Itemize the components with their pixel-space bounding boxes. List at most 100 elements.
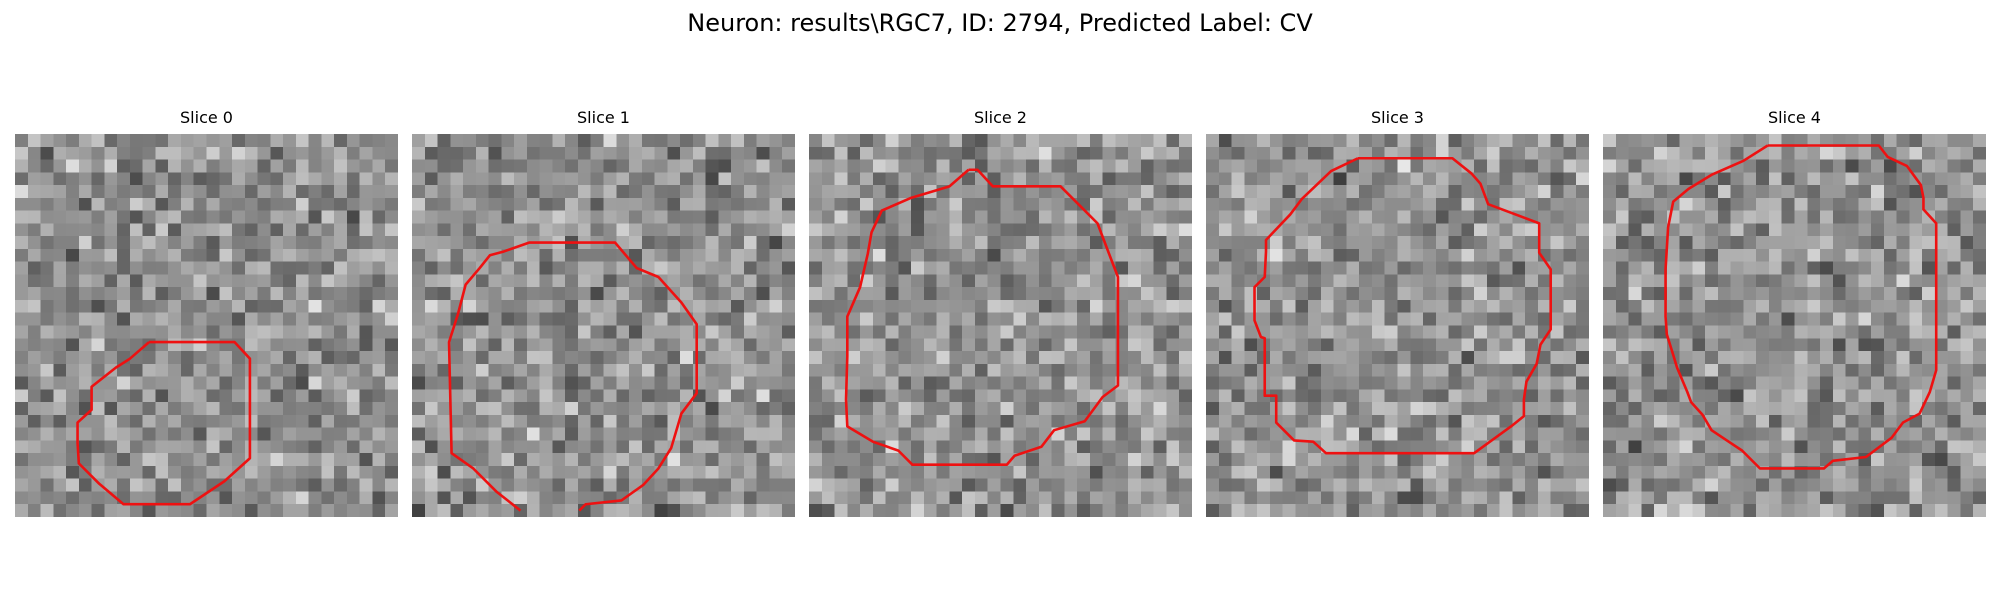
pixel [142,389,156,403]
pixel [1064,440,1078,454]
pixel [1474,338,1488,352]
slice-panel-4: Slice 4 [1603,108,1986,517]
pixel [1244,440,1258,454]
pixel [1231,236,1245,250]
pixel [1308,351,1322,365]
pixel [66,197,80,211]
pixel [1435,504,1449,517]
pixel [40,376,54,390]
pixel [1705,491,1719,505]
pixel [488,338,502,352]
pixel [1960,223,1974,237]
pixel [142,134,156,148]
pixel [501,491,515,505]
pixel [129,223,143,237]
pixel [1512,427,1526,441]
pixel [667,312,681,326]
pixel [1397,504,1411,517]
pixel [1089,159,1103,173]
pixel [1922,363,1936,377]
pixel [705,465,719,479]
pixel [1641,287,1655,301]
pixel [1960,389,1974,403]
pixel [412,274,426,288]
pixel [1051,465,1065,479]
pixel [1537,491,1551,505]
pixel [1730,261,1744,275]
pixel [1820,351,1834,365]
pixel [923,504,937,517]
pixel [616,414,630,428]
pixel [1077,261,1091,275]
pixel [1077,478,1091,492]
pixel [1603,478,1617,492]
pixel [1128,274,1142,288]
pixel [1051,299,1065,313]
pixel [898,453,912,467]
pixel [756,338,770,352]
pixel [590,185,604,199]
pixel [1499,146,1513,160]
pixel [1641,274,1655,288]
pixel [168,248,182,262]
pixel [1166,491,1180,505]
pixel [1512,274,1526,288]
pixel [1960,210,1974,224]
pixel [257,236,271,250]
pixel [1679,427,1693,441]
pixel [1615,185,1629,199]
pixel [501,478,515,492]
pixel [1282,261,1296,275]
pixel [437,236,451,250]
pixel [987,210,1001,224]
pixel [168,299,182,313]
pixel [756,325,770,339]
pixel [1717,261,1731,275]
pixel [1089,146,1103,160]
pixel [488,185,502,199]
pixel [821,325,835,339]
pixel [1308,376,1322,390]
pixel [424,363,438,377]
pixel [1934,223,1948,237]
pixel [1038,325,1052,339]
pixel [834,478,848,492]
pixel [1832,312,1846,326]
pixel [1947,210,1961,224]
pixel [680,465,694,479]
pixel [1448,478,1462,492]
pixel [1537,389,1551,403]
pixel [898,427,912,441]
pixel [244,134,258,148]
pixel [1832,504,1846,517]
pixel [1269,440,1283,454]
pixel [1089,197,1103,211]
pixel [872,312,886,326]
pixel [809,478,823,492]
pixel [1807,185,1821,199]
pixel [1832,248,1846,262]
pixel [731,351,745,365]
pixel [346,146,360,160]
pixel [898,185,912,199]
pixel [168,478,182,492]
pixel [1743,312,1757,326]
pixel [1257,427,1271,441]
pixel [1435,389,1449,403]
pixel [1666,312,1680,326]
pixel [1257,197,1271,211]
pixel [1537,453,1551,467]
pixel [603,325,617,339]
pixel [1666,223,1680,237]
pixel [283,453,297,467]
pixel [1820,185,1834,199]
pixel [1140,261,1154,275]
pixel [66,402,80,416]
pixel [692,159,706,173]
pixel [1486,465,1500,479]
pixel [78,351,92,365]
pixel [1871,223,1885,237]
pixel [1333,440,1347,454]
pixel [1973,236,1986,250]
pixel [91,185,105,199]
